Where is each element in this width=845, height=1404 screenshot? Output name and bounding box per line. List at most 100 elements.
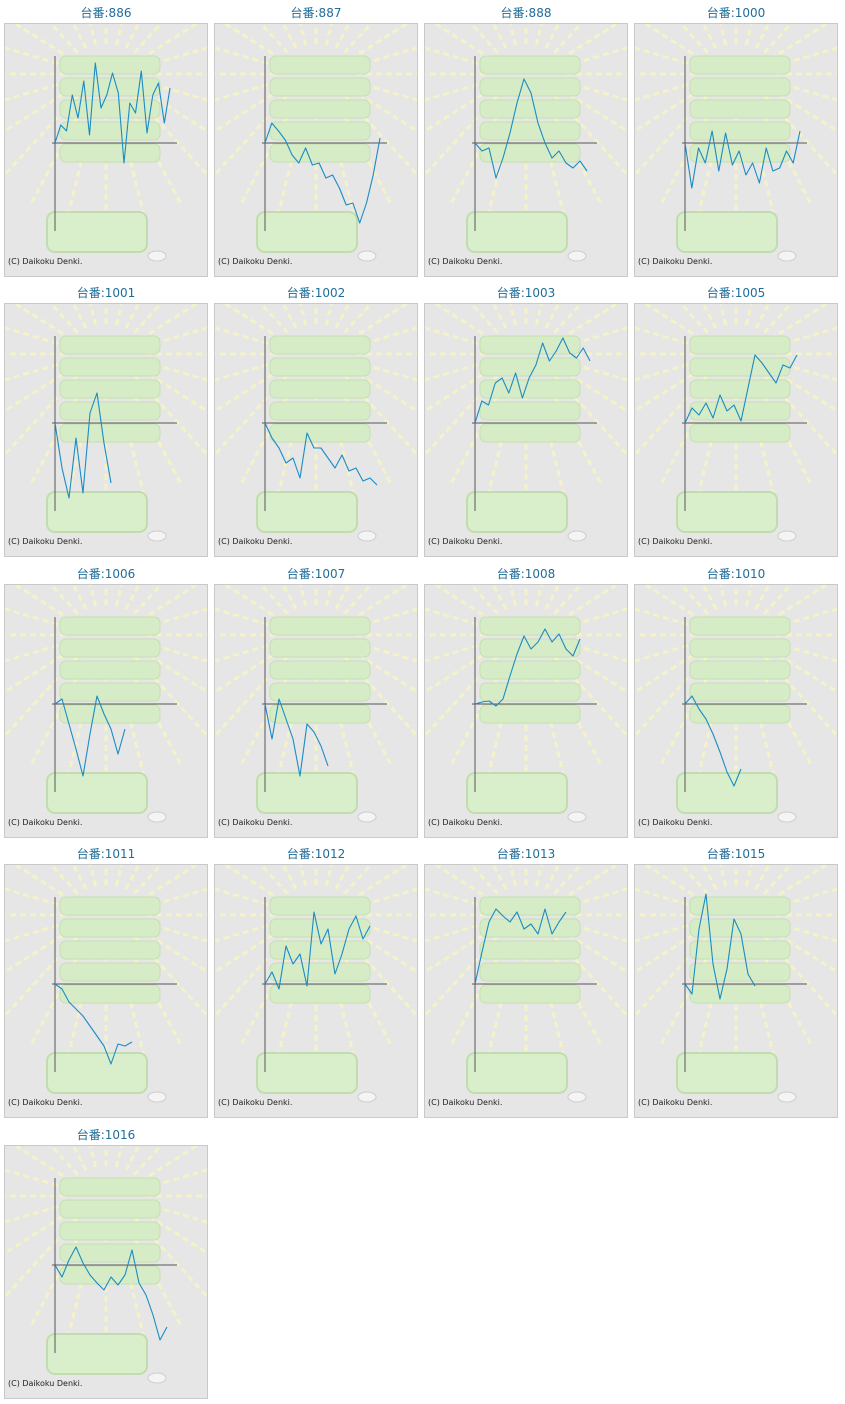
sun-ray bbox=[71, 865, 88, 890]
sun-ray bbox=[763, 94, 837, 177]
chart-title[interactable]: 台番:1003 bbox=[496, 286, 556, 300]
chart-title[interactable]: 台番:1005 bbox=[706, 286, 766, 300]
chart-svg bbox=[635, 304, 837, 542]
tray-shape bbox=[479, 984, 581, 1004]
chart-svg bbox=[425, 865, 627, 1103]
tray-shape bbox=[59, 55, 161, 75]
tray-base-shape bbox=[466, 211, 568, 253]
chart-svg bbox=[215, 865, 417, 1103]
tray-shape bbox=[59, 704, 161, 724]
sun-ray bbox=[71, 585, 88, 610]
chart-cell: 台番:1007 (C) Daikoku Denki. bbox=[214, 561, 418, 838]
sun-ray bbox=[133, 865, 163, 895]
sun-ray bbox=[334, 304, 351, 329]
copyright-text: (C) Daikoku Denki. bbox=[428, 1098, 503, 1107]
chart-title[interactable]: 台番:1015 bbox=[706, 847, 766, 861]
sun-ray bbox=[49, 24, 79, 54]
background-illustration bbox=[215, 585, 417, 823]
sun-ray bbox=[425, 46, 488, 68]
chart-title[interactable]: 台番:1007 bbox=[286, 567, 346, 581]
tray-shape bbox=[269, 77, 371, 97]
series-line bbox=[474, 337, 591, 424]
tray-base-shape bbox=[676, 1052, 778, 1094]
sun-ray bbox=[88, 304, 98, 326]
tray-shape bbox=[689, 121, 791, 141]
sun-ray bbox=[769, 24, 830, 61]
chart-title[interactable]: 台番:1008 bbox=[496, 567, 556, 581]
sun-ray bbox=[425, 94, 499, 177]
sun-ray bbox=[754, 304, 771, 329]
sun-ray bbox=[5, 360, 68, 382]
series-line bbox=[684, 130, 801, 189]
sun-ray bbox=[718, 24, 728, 46]
sun-ray bbox=[491, 865, 508, 890]
chart-title[interactable]: 台番:1016 bbox=[76, 1128, 136, 1142]
chart-title[interactable]: 台番:1010 bbox=[706, 567, 766, 581]
sun-ray bbox=[432, 24, 493, 61]
sun-ray bbox=[222, 865, 283, 902]
tray-shape bbox=[59, 896, 161, 916]
chart-title[interactable]: 台番:1011 bbox=[76, 847, 136, 861]
coin-shape bbox=[567, 530, 587, 542]
sun-ray bbox=[635, 921, 698, 943]
sun-ray bbox=[71, 24, 88, 49]
chart-title[interactable]: 台番:1013 bbox=[496, 847, 556, 861]
chart-title[interactable]: 台番:886 bbox=[80, 6, 132, 20]
series-line bbox=[474, 78, 588, 179]
chart-svg bbox=[425, 24, 627, 262]
sun-ray bbox=[544, 24, 561, 49]
coin-shape bbox=[777, 250, 797, 262]
chart-title[interactable]: 台番:888 bbox=[500, 6, 552, 20]
coin-shape bbox=[357, 530, 377, 542]
chart-cell: 台番:1000 (C) Daikoku Denki. bbox=[634, 0, 838, 277]
sun-ray bbox=[564, 607, 627, 629]
sun-ray bbox=[324, 585, 334, 607]
sun-ray bbox=[553, 24, 583, 54]
copyright-text: (C) Daikoku Denki. bbox=[638, 257, 713, 266]
chart-svg bbox=[635, 865, 837, 1103]
series-line bbox=[54, 62, 171, 164]
tray-shape bbox=[479, 401, 581, 421]
sun-ray bbox=[425, 374, 499, 457]
chart-svg bbox=[215, 585, 417, 823]
sun-ray bbox=[354, 80, 417, 102]
sun-ray bbox=[298, 304, 308, 326]
chart-cell: 台番:1003 (C) Daikoku Denki. bbox=[424, 280, 628, 557]
background-illustration bbox=[5, 585, 207, 823]
sun-ray bbox=[114, 585, 124, 607]
sun-ray bbox=[215, 935, 289, 1018]
sun-ray bbox=[754, 865, 771, 890]
chart-cell: 台番:1001 (C) Daikoku Denki. bbox=[4, 280, 208, 557]
sun-ray bbox=[215, 360, 278, 382]
sun-ray bbox=[259, 585, 289, 615]
coin-shape bbox=[147, 250, 167, 262]
sun-ray bbox=[133, 585, 163, 615]
tray-shape bbox=[59, 335, 161, 355]
coin-shape bbox=[357, 250, 377, 262]
chart-title[interactable]: 台番:1006 bbox=[76, 567, 136, 581]
tray-shape bbox=[59, 962, 161, 982]
chart-cell: 台番:887 (C) Daikoku Denki. bbox=[214, 0, 418, 277]
sun-ray bbox=[744, 304, 754, 326]
chart-cell: 台番:1005 (C) Daikoku Denki. bbox=[634, 280, 838, 557]
tray-shape bbox=[689, 940, 791, 960]
chart-title[interactable]: 台番:1002 bbox=[286, 286, 346, 300]
series-line bbox=[474, 908, 567, 985]
sun-ray bbox=[5, 46, 68, 68]
chart-title[interactable]: 台番:1012 bbox=[286, 847, 346, 861]
sun-ray bbox=[354, 887, 417, 909]
chart-title[interactable]: 台番:1000 bbox=[706, 6, 766, 20]
background-illustration bbox=[5, 24, 207, 262]
sun-ray bbox=[564, 46, 627, 68]
chart-title[interactable]: 台番:887 bbox=[290, 6, 342, 20]
chart-title[interactable]: 台番:1001 bbox=[76, 286, 136, 300]
tray-base-shape bbox=[46, 491, 148, 533]
sun-ray bbox=[564, 360, 627, 382]
sun-ray bbox=[124, 585, 141, 610]
sun-ray bbox=[635, 887, 698, 909]
sun-ray bbox=[71, 304, 88, 329]
series-line bbox=[54, 983, 133, 1065]
sun-ray bbox=[635, 326, 698, 348]
series-line bbox=[54, 392, 112, 499]
